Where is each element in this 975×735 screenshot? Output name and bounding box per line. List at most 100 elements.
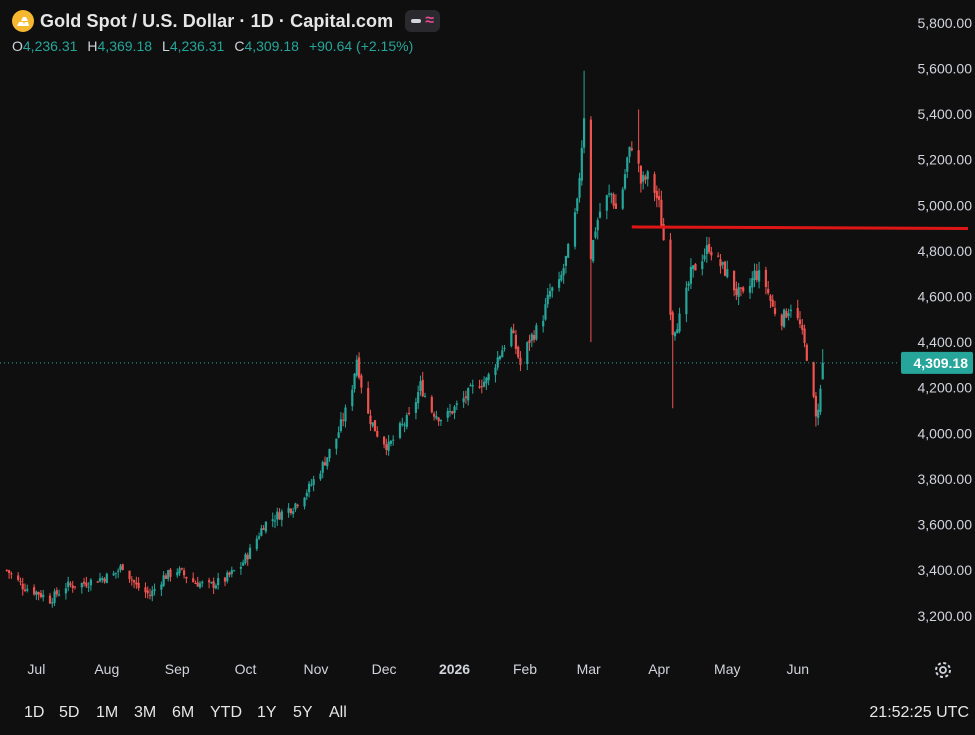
- candle-body: [487, 374, 490, 381]
- indicator-toggle[interactable]: ≈: [405, 10, 441, 32]
- candle-body: [764, 270, 768, 288]
- candle-body: [510, 328, 513, 347]
- candle-body: [7, 570, 11, 574]
- candle-body: [344, 407, 347, 422]
- ohlc-change: +90.64 (+2.15%): [308, 38, 414, 54]
- candle-body: [548, 291, 552, 297]
- candle-body: [817, 409, 820, 418]
- bottom-toolbar: 1D 5D 1M 3M 6M YTD 1Y 5Y All 21:52:25 UT…: [0, 700, 975, 730]
- candle-body: [294, 503, 297, 510]
- candle-body: [280, 511, 283, 520]
- utc-clock[interactable]: 21:52:25 UTC: [869, 704, 969, 721]
- candle-body: [182, 570, 186, 576]
- x-tick-label: Aug: [94, 661, 119, 677]
- x-tick-label: Jul: [27, 661, 45, 677]
- candle-body: [567, 244, 570, 258]
- range-1y-button[interactable]: 1Y: [257, 704, 277, 721]
- ohlc-low-key: L: [162, 38, 170, 54]
- candle-body: [687, 283, 690, 286]
- candle-body: [162, 575, 165, 586]
- x-tick-label: May: [714, 661, 740, 677]
- candle-body: [48, 595, 52, 604]
- range-5y-button[interactable]: 5Y: [293, 704, 313, 721]
- candle-body: [721, 262, 724, 265]
- candle-body: [185, 576, 188, 579]
- candle-body: [610, 193, 613, 195]
- candle-body: [246, 554, 249, 560]
- candle-body: [639, 165, 643, 184]
- candle-body: [773, 308, 777, 314]
- candle-body: [17, 575, 20, 580]
- gold-coin-icon[interactable]: [12, 10, 34, 32]
- candle-body: [471, 385, 474, 387]
- candle-body: [421, 379, 424, 397]
- range-ytd-button[interactable]: YTD: [210, 704, 242, 721]
- candle-body: [755, 271, 758, 280]
- candle-body: [192, 578, 195, 583]
- y-tick-label: 4,800.00: [918, 243, 973, 259]
- x-tick-label: Feb: [513, 661, 537, 677]
- candle-body: [196, 582, 199, 587]
- candle-body: [198, 583, 202, 588]
- candle-body: [496, 357, 499, 368]
- candle-body: [582, 118, 586, 148]
- y-tick-label: 5,800.00: [918, 15, 973, 31]
- ohlc-values: O4,236.31 H4,369.18 L4,236.31 C4,309.18 …: [12, 38, 440, 54]
- candle-body: [642, 175, 645, 182]
- candle-body: [153, 589, 156, 591]
- chart-legend: Gold Spot / U.S. Dollar · 1D · Capital.c…: [12, 10, 441, 54]
- ohlc-close-key: C: [234, 38, 245, 54]
- candle-body: [655, 190, 658, 199]
- range-1m-button[interactable]: 1M: [96, 704, 119, 721]
- range-all-button[interactable]: All: [329, 704, 347, 721]
- candle-body: [226, 572, 229, 582]
- x-tick-label: 2026: [439, 661, 470, 677]
- candle-body: [351, 389, 354, 407]
- candle-body: [578, 178, 581, 198]
- gear-icon[interactable]: [933, 660, 953, 680]
- range-3m-button[interactable]: 3M: [134, 704, 157, 721]
- candle-body: [242, 562, 245, 566]
- ohlc-high-key: H: [87, 38, 98, 54]
- range-6m-button[interactable]: 6M: [172, 704, 195, 721]
- gold-bars-icon: [17, 17, 29, 26]
- candle-body: [480, 386, 483, 388]
- candle-body: [137, 582, 140, 589]
- last-price-label: 4,309.18: [914, 355, 969, 371]
- candle-body: [305, 492, 308, 497]
- candle-body: [355, 359, 358, 376]
- candle-body: [739, 287, 743, 289]
- candle-body: [217, 577, 220, 586]
- candle-body: [407, 412, 411, 414]
- candle-body: [228, 572, 231, 575]
- candle-body: [239, 566, 243, 569]
- candle-body: [703, 255, 706, 260]
- candle-body: [621, 189, 624, 209]
- candle-body: [278, 512, 281, 520]
- y-tick-label: 3,200.00: [918, 608, 973, 624]
- candle-body: [787, 313, 790, 316]
- candle-body: [796, 308, 799, 319]
- candle-body: [448, 411, 452, 413]
- candle-body: [53, 591, 56, 603]
- range-1d-button[interactable]: 1D: [24, 704, 45, 721]
- candle-body: [357, 357, 361, 378]
- candle-body: [401, 423, 404, 425]
- candle-body: [598, 211, 602, 218]
- candle-body: [423, 395, 427, 397]
- chart-title[interactable]: Gold Spot / U.S. Dollar · 1D · Capital.c…: [40, 10, 394, 31]
- candle-body: [360, 375, 363, 388]
- candle-body: [176, 572, 179, 576]
- candle-body: [757, 270, 761, 282]
- range-5d-button[interactable]: 5D: [59, 704, 80, 721]
- candle-body: [128, 570, 131, 580]
- candle-body: [512, 330, 515, 333]
- candle-body: [494, 367, 497, 376]
- candle-body: [562, 268, 565, 276]
- candle-body: [257, 536, 261, 539]
- candle-body: [367, 388, 370, 414]
- candle-body: [519, 357, 522, 365]
- candle-body: [530, 334, 533, 341]
